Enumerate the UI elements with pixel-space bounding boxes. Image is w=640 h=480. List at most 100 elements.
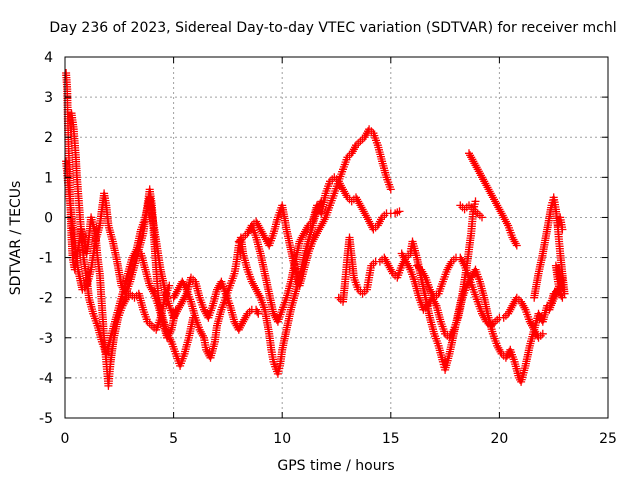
data-point xyxy=(281,204,283,207)
data-point xyxy=(359,204,361,207)
data-point xyxy=(563,293,566,295)
data-point xyxy=(351,200,353,202)
data-point xyxy=(429,317,431,319)
data-point xyxy=(507,313,509,315)
data-point xyxy=(173,317,175,319)
data-point xyxy=(514,361,516,363)
data-point xyxy=(123,289,125,291)
data-point xyxy=(372,228,375,231)
data-point xyxy=(268,293,270,295)
data-point xyxy=(459,256,461,259)
data-point xyxy=(533,329,535,331)
data-point xyxy=(264,236,266,239)
data-point xyxy=(401,252,403,255)
data-point xyxy=(183,353,186,355)
data-point xyxy=(272,313,275,315)
point-markers xyxy=(169,197,326,378)
data-point xyxy=(368,277,370,279)
data-point xyxy=(316,204,318,207)
series-arc-k xyxy=(456,149,521,250)
data-point xyxy=(411,240,414,243)
data-point xyxy=(468,277,470,279)
data-point xyxy=(207,317,209,319)
data-point xyxy=(557,281,559,283)
data-point xyxy=(67,184,69,186)
data-point xyxy=(303,268,305,271)
data-point xyxy=(164,289,166,291)
data-point xyxy=(70,236,73,239)
data-point xyxy=(149,285,151,287)
data-point xyxy=(561,297,563,299)
y-tick-label: -1 xyxy=(39,251,53,267)
data-point xyxy=(446,268,448,271)
data-point xyxy=(394,212,396,215)
data-point xyxy=(483,297,485,299)
data-point xyxy=(114,321,116,323)
data-point xyxy=(94,240,97,243)
data-point xyxy=(209,357,212,359)
y-tick-label: 3 xyxy=(44,90,53,106)
data-point xyxy=(285,329,288,331)
data-point xyxy=(298,285,301,287)
data-point xyxy=(99,224,101,227)
data-point xyxy=(325,192,327,194)
data-point xyxy=(374,260,377,263)
series-arc-j xyxy=(412,253,547,342)
data-point xyxy=(116,260,118,263)
data-point xyxy=(355,144,357,146)
data-point xyxy=(246,313,249,315)
data-point xyxy=(216,289,218,291)
data-point xyxy=(344,281,346,283)
data-point xyxy=(561,277,563,279)
data-point xyxy=(503,216,505,219)
data-point xyxy=(481,313,483,315)
data-point xyxy=(162,321,164,323)
data-point xyxy=(559,293,561,295)
data-point xyxy=(307,252,309,255)
data-point xyxy=(361,293,364,295)
chart-title: Day 236 of 2023, Sidereal Day-to-day VTE… xyxy=(49,20,616,36)
data-point xyxy=(477,168,479,170)
data-point xyxy=(557,228,559,231)
data-point xyxy=(77,268,79,271)
data-point xyxy=(338,180,340,182)
data-point xyxy=(320,224,322,227)
data-point xyxy=(353,277,355,279)
data-point xyxy=(242,321,244,323)
data-point xyxy=(325,216,327,219)
data-point xyxy=(214,341,216,343)
data-point xyxy=(82,256,85,259)
data-point xyxy=(548,309,550,311)
data-point xyxy=(90,268,92,271)
data-point xyxy=(255,220,257,223)
data-point xyxy=(307,224,309,227)
data-point xyxy=(126,297,128,299)
data-point xyxy=(155,240,157,243)
data-point xyxy=(298,277,301,279)
data-point xyxy=(155,329,157,331)
data-point xyxy=(409,268,411,271)
data-point xyxy=(500,353,503,355)
data-point xyxy=(307,240,309,243)
data-point xyxy=(105,361,107,363)
data-point xyxy=(346,256,348,259)
data-point xyxy=(285,228,288,231)
data-point xyxy=(381,216,383,219)
data-point xyxy=(96,256,99,259)
data-point xyxy=(170,329,173,331)
point-markers xyxy=(334,197,480,374)
data-point xyxy=(559,216,561,219)
data-point xyxy=(437,345,440,347)
data-point xyxy=(72,224,74,227)
data-point xyxy=(557,289,559,291)
data-point xyxy=(377,144,379,146)
data-point xyxy=(238,329,240,331)
data-point xyxy=(140,252,142,255)
data-point xyxy=(492,333,494,335)
data-point xyxy=(107,385,110,387)
data-point xyxy=(277,216,279,219)
data-point xyxy=(129,281,131,283)
data-point xyxy=(88,236,90,239)
data-point xyxy=(264,309,266,311)
